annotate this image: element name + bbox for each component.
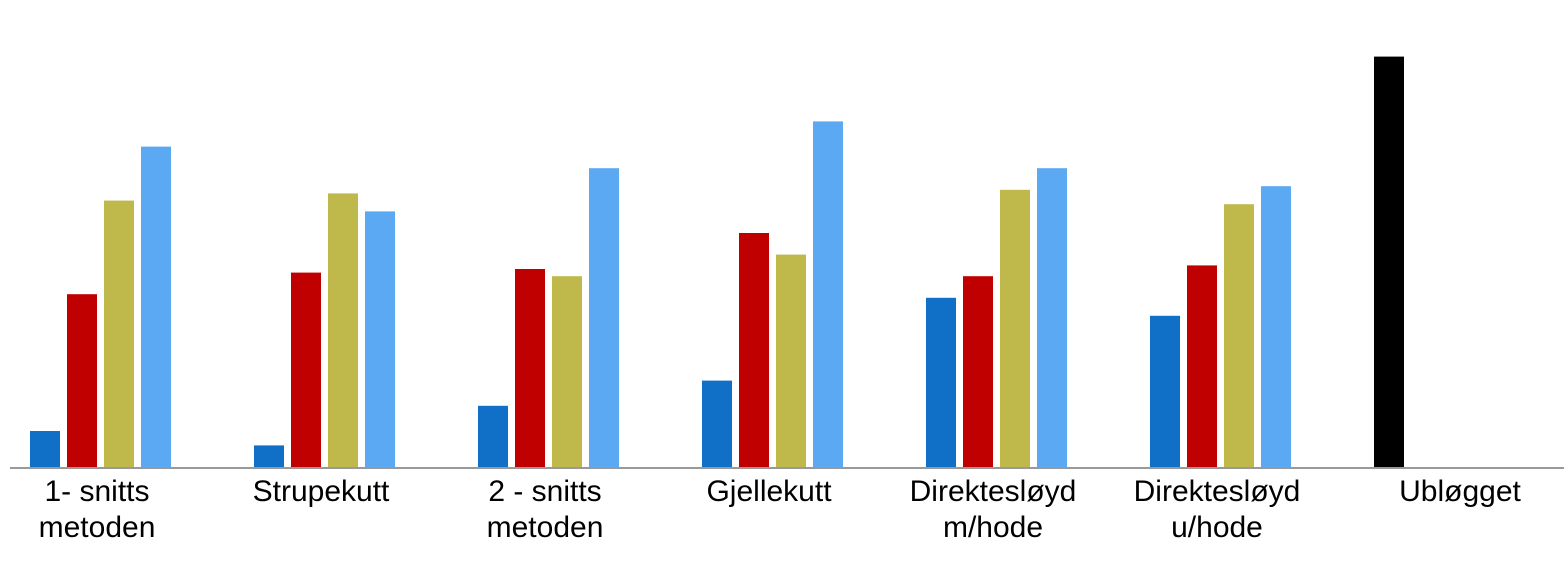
bar-5-series-1	[926, 297, 956, 467]
category-label: Direktesløyd m/hode	[909, 475, 1077, 544]
bar-2-series-1	[254, 445, 284, 467]
bar-3-series-2	[515, 269, 545, 467]
bar-3-series-1	[478, 405, 508, 467]
bar-6-series-1	[1150, 315, 1180, 467]
bar-1-series-1	[30, 431, 60, 467]
bar-5-series-3	[1000, 189, 1030, 468]
bar-5-series-2	[963, 276, 993, 467]
bars-group	[30, 56, 1404, 468]
bar-3-series-4	[589, 168, 619, 467]
bar-1-series-4	[141, 146, 171, 467]
category-label: Direktesløyd u/hode	[1133, 475, 1301, 544]
category-label: 1- snitts metoden	[38, 475, 156, 544]
bar-6-series-3	[1224, 204, 1254, 467]
bar-7-series-5	[1374, 56, 1404, 467]
category-label: Gjellekutt	[706, 475, 832, 508]
bar-4-series-2	[739, 233, 769, 467]
bar-1-series-3	[104, 200, 134, 467]
bar-4-series-4	[813, 121, 843, 468]
bar-5-series-4	[1037, 168, 1067, 467]
bar-6-series-4	[1261, 186, 1291, 467]
category-label: Strupekutt	[252, 475, 390, 508]
bar-6-series-2	[1187, 265, 1217, 467]
category-label: 2 - snitts metoden	[486, 475, 604, 544]
bar-3-series-3	[552, 276, 582, 467]
bar-2-series-4	[365, 211, 395, 467]
bar-4-series-1	[702, 380, 732, 467]
category-label: Ubløgget	[1399, 475, 1521, 508]
bar-2-series-2	[291, 272, 321, 467]
bar-2-series-3	[328, 193, 358, 467]
bar-1-series-2	[67, 294, 97, 467]
bar-4-series-3	[776, 254, 806, 467]
